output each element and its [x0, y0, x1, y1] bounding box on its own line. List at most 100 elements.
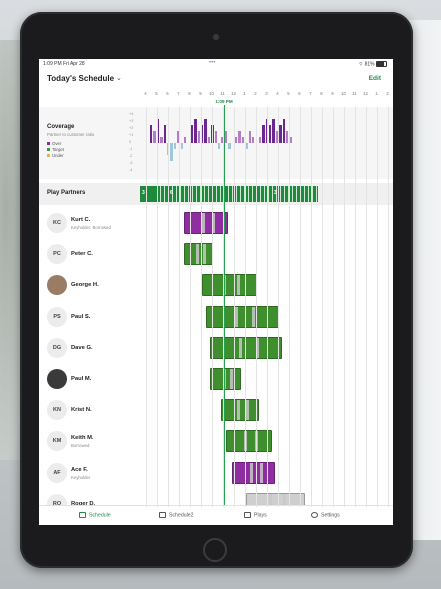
- shift-bar[interactable]: [210, 368, 242, 390]
- person-row[interactable]: KM Keith M. Borrowed: [39, 429, 139, 459]
- person-row[interactable]: Paul M.: [39, 367, 139, 397]
- grid-line: [343, 107, 345, 507]
- grid-line: [266, 107, 268, 507]
- coverage-bar: [197, 131, 200, 143]
- coverage-title: Coverage: [47, 124, 75, 130]
- grid-line: [211, 107, 213, 507]
- break-marker: [195, 244, 199, 265]
- coverage-bar: [286, 131, 289, 143]
- coverage-bar: [160, 137, 163, 143]
- coverage-bar: [235, 137, 238, 143]
- grid-line: [167, 107, 169, 507]
- play-partners-segment: [240, 186, 241, 202]
- person-row[interactable]: AF Ace F. Keyholder: [39, 461, 139, 491]
- break-marker: [202, 244, 206, 265]
- grid-line: [299, 107, 301, 507]
- time-tick: 2: [254, 91, 257, 96]
- grid-line: [255, 107, 257, 507]
- home-button[interactable]: [203, 538, 227, 562]
- person-row[interactable]: PS Paul S.: [39, 305, 139, 335]
- time-tick: 3: [265, 91, 268, 96]
- grid-line: [310, 107, 312, 507]
- coverage-subtitle: Partner to customer ratio: [47, 132, 95, 137]
- shift-bar[interactable]: [206, 305, 279, 328]
- play-partners-segment: [296, 186, 297, 202]
- avatar: [47, 369, 67, 389]
- play-partners-segment: [232, 186, 233, 202]
- page-title[interactable]: Today's Schedule: [47, 74, 115, 83]
- time-tick: 12: [363, 91, 368, 96]
- person-name: Paul S.: [71, 313, 91, 320]
- tab-settings[interactable]: Settings: [311, 512, 340, 518]
- shift-bar[interactable]: [232, 461, 276, 484]
- edit-button[interactable]: Edit: [368, 75, 381, 82]
- break-marker: [259, 462, 263, 483]
- coverage-bar: [153, 131, 156, 143]
- coverage-bar: [252, 137, 255, 143]
- shift-bar[interactable]: [225, 430, 272, 453]
- coverage-bar: [150, 125, 153, 143]
- person-name: Krist N.: [71, 407, 92, 414]
- person-row[interactable]: DG Dave G.: [39, 336, 139, 366]
- coverage-bar: [275, 131, 279, 143]
- person-row[interactable]: George H.: [39, 273, 139, 303]
- coverage-bar: [190, 125, 194, 143]
- play-partners-bar[interactable]: 3 6 3: [140, 186, 318, 202]
- avatar: AF: [47, 462, 67, 483]
- play-partners-segment: [216, 186, 217, 202]
- person-name: Paul M.: [71, 376, 92, 382]
- person-name: George H.: [71, 282, 99, 289]
- shift-bar[interactable]: [210, 336, 282, 359]
- play-partners-segment: [268, 186, 269, 202]
- play-partners-segment: [276, 186, 277, 202]
- person-row[interactable]: PC Peter C.: [39, 242, 139, 272]
- grid-line: [145, 107, 147, 507]
- wifi-icon: ⌔: [358, 61, 364, 68]
- person-role: Keyholder, Borrowed: [71, 225, 111, 230]
- person-name: Peter C.: [71, 251, 93, 258]
- coverage-bar: [228, 143, 231, 149]
- play-partners-segment: [264, 186, 265, 202]
- play-partners-segment: [252, 186, 253, 202]
- multitask-dots[interactable]: •••: [209, 60, 216, 66]
- legend-swatch: [47, 154, 50, 158]
- status-time: 1:09 PM Fri Apr 28: [43, 61, 85, 67]
- coverage-y-tick: +3: [129, 119, 134, 123]
- person-name: Keith M.: [71, 435, 94, 442]
- coverage-bar: [269, 125, 272, 143]
- time-tick: 5: [287, 91, 290, 96]
- play-partners-segment: [220, 186, 221, 202]
- break-marker: [238, 337, 242, 358]
- person-row[interactable]: KN Krist N.: [39, 398, 139, 428]
- coverage-y-tick: 0: [129, 140, 132, 144]
- person-row[interactable]: KC Kurt C. Keyholder, Borrowed: [39, 211, 139, 241]
- avatar: DG: [47, 337, 67, 358]
- grid-line: [222, 107, 224, 507]
- tab-schedule[interactable]: Schedule: [79, 512, 111, 518]
- play-partners-segment: [212, 186, 213, 202]
- shift-bar[interactable]: [201, 274, 257, 297]
- tab-schedule2[interactable]: Schedule2: [159, 512, 194, 518]
- grid-line: [189, 107, 191, 507]
- shift-bar[interactable]: [184, 212, 228, 234]
- shift-bar[interactable]: [184, 243, 213, 266]
- calendar-icon: [79, 512, 86, 518]
- legend-under: Under: [47, 153, 64, 158]
- play-partners-segment: [192, 186, 193, 202]
- play-partners-segment: [256, 186, 257, 202]
- app-screen: 1:09 PM Fri Apr 28 ••• ⌔ 81% Today's Sch…: [39, 59, 393, 525]
- coverage-y-tick: +4: [129, 112, 134, 116]
- coverage-bar: [184, 137, 187, 143]
- shift-bar[interactable]: [221, 399, 259, 422]
- play-partners-segment: [284, 186, 285, 202]
- play-partners-segment: [160, 186, 161, 202]
- time-tick: 8: [188, 91, 191, 96]
- tab-plays[interactable]: Plays: [244, 512, 267, 518]
- front-camera: [213, 34, 219, 40]
- break-marker: [255, 431, 259, 452]
- break-marker: [236, 400, 240, 421]
- coverage-y-tick: -1: [129, 147, 133, 151]
- play-partners-segment: [204, 186, 205, 202]
- chevron-down-icon[interactable]: ⌄: [116, 75, 122, 82]
- coverage-bar: [173, 143, 177, 149]
